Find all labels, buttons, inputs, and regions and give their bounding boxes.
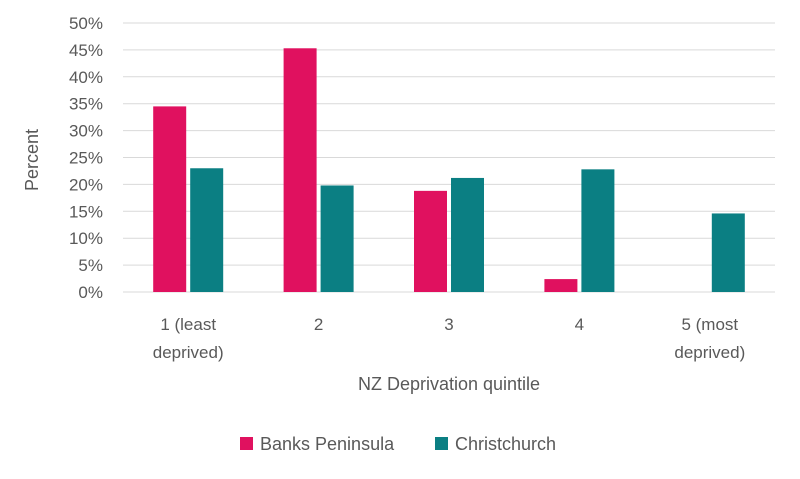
x-tick-label: 2 — [314, 315, 323, 334]
bar-banks-peninsula — [544, 279, 578, 292]
x-axis-ticks: 1 (least deprived) 2 3 4 5 (most deprived) — [153, 315, 745, 362]
x-tick-label: 3 — [444, 315, 453, 334]
y-axis-ticks: 0% 5% 10% 15% 20% 25% 30% 35% 40% 45% 50% — [69, 14, 103, 302]
y-tick-label: 0% — [78, 283, 103, 302]
bar-christchurch — [711, 213, 745, 292]
x-axis-title: NZ Deprivation quintile — [358, 374, 540, 394]
legend-swatch — [435, 437, 448, 450]
bars — [153, 48, 745, 293]
legend: Banks Peninsula Christchurch — [240, 434, 556, 454]
bar-banks-peninsula — [153, 106, 187, 292]
bar-banks-peninsula — [414, 190, 447, 292]
y-tick-label: 50% — [69, 14, 103, 33]
bar-christchurch — [581, 169, 615, 292]
x-tick-label: 4 — [575, 315, 584, 334]
x-tick-label: 1 (least — [160, 315, 216, 334]
legend-label: Banks Peninsula — [260, 434, 395, 454]
bar-christchurch — [320, 185, 354, 292]
legend-label: Christchurch — [455, 434, 556, 454]
y-axis-title: Percent — [22, 129, 42, 191]
y-tick-label: 40% — [69, 68, 103, 87]
y-tick-label: 45% — [69, 41, 103, 60]
y-tick-label: 10% — [69, 229, 103, 248]
bar-banks-peninsula — [283, 48, 317, 293]
y-tick-label: 35% — [69, 95, 103, 114]
y-tick-label: 15% — [69, 202, 103, 221]
x-tick-label: deprived) — [674, 343, 745, 362]
y-tick-label: 5% — [78, 256, 103, 275]
legend-swatch — [240, 437, 253, 450]
x-tick-label: deprived) — [153, 343, 224, 362]
y-tick-label: 30% — [69, 122, 103, 141]
bar-christchurch — [190, 168, 224, 292]
bar-christchurch — [451, 177, 484, 292]
y-tick-label: 20% — [69, 175, 103, 194]
x-tick-label: 5 (most — [681, 315, 738, 334]
gridlines — [123, 22, 775, 293]
y-tick-label: 25% — [69, 149, 103, 168]
